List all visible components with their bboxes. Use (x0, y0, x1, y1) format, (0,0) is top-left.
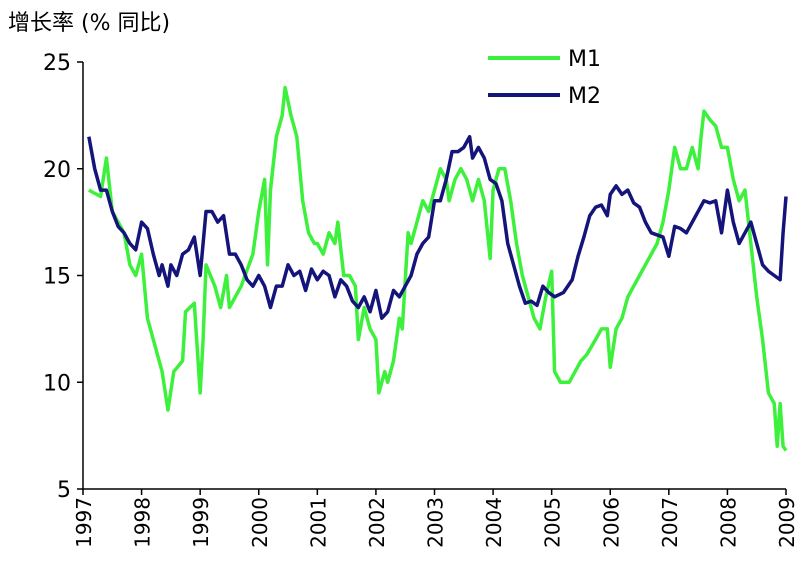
x-tick-label: 2008 (716, 497, 740, 548)
y-tick-label: 20 (43, 158, 71, 183)
x-tick-label: 2006 (599, 497, 623, 548)
x-tick-label: 2005 (541, 497, 565, 548)
line (88, 85, 788, 452)
x-tick-label: 2004 (482, 497, 506, 548)
x-tick-label: 2002 (365, 497, 389, 548)
x-tick-label: 1998 (131, 497, 155, 548)
legend-label: M1 (568, 47, 601, 72)
y-tick-label: 15 (43, 265, 71, 290)
y-tick-label: 10 (43, 371, 71, 396)
x-tick-label: 1999 (189, 497, 213, 548)
x-tick-label: 2001 (306, 497, 330, 548)
x-tick-label: 2003 (424, 497, 448, 548)
legend-label: M2 (568, 84, 601, 109)
x-tick-label: 2000 (248, 497, 272, 548)
x-tick-label: 1997 (72, 497, 96, 548)
x-tick-label: 2007 (658, 497, 682, 548)
y-tick-label: 5 (57, 478, 71, 503)
line (87, 134, 788, 320)
y-tick-label: 25 (43, 51, 71, 76)
y-axis-title: 增长率 (% 同比) (8, 11, 170, 36)
x-tick-label: 2009 (775, 497, 796, 548)
